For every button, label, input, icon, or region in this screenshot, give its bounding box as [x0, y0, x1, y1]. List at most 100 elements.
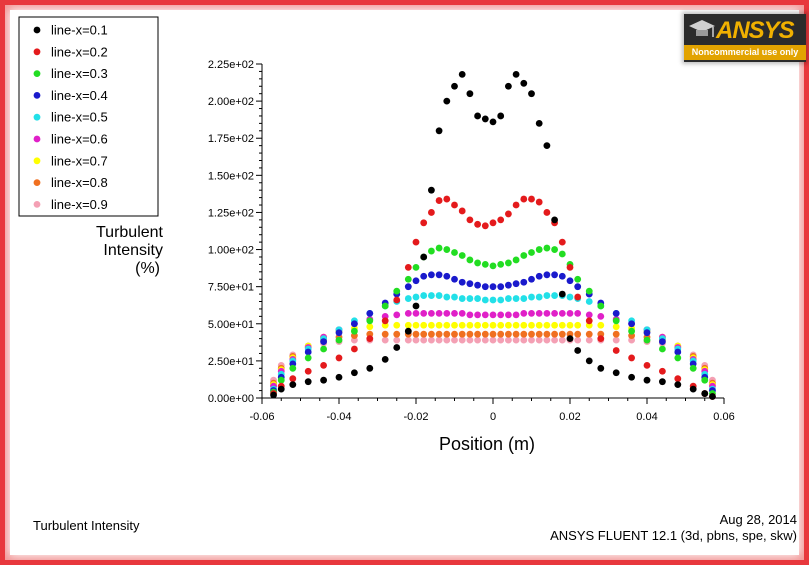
- data-point: [535, 198, 543, 206]
- data-point: [674, 375, 682, 383]
- data-point: [543, 244, 551, 252]
- data-point: [558, 336, 566, 344]
- data-point: [320, 376, 327, 384]
- data-point: [585, 317, 593, 325]
- data-point: [474, 112, 481, 120]
- data-point: [435, 321, 443, 329]
- data-point: [404, 295, 412, 302]
- data-point: [304, 354, 312, 362]
- data-point: [393, 321, 401, 329]
- data-point: [428, 321, 435, 329]
- data-point: [701, 376, 709, 384]
- data-point: [458, 309, 466, 317]
- data-point: [428, 309, 435, 317]
- data-point: [451, 275, 458, 283]
- legend-entry: line-x=0.9: [51, 197, 108, 212]
- data-point: [381, 336, 389, 344]
- data-point: [689, 385, 697, 393]
- data-point: [497, 261, 505, 268]
- data-point: [528, 330, 535, 338]
- data-point: [393, 311, 401, 319]
- data-point: [466, 295, 474, 302]
- data-point: [628, 327, 635, 335]
- data-point: [566, 309, 574, 317]
- data-point: [535, 293, 543, 301]
- data-point: [289, 364, 297, 372]
- x-axis-label: Position (m): [439, 434, 535, 454]
- data-point: [585, 287, 593, 295]
- data-point: [474, 220, 481, 228]
- data-point: [366, 309, 374, 317]
- data-point: [497, 216, 505, 224]
- data-point: [574, 275, 582, 283]
- legend-marker: [33, 113, 41, 121]
- data-point: [505, 336, 512, 344]
- data-point: [528, 90, 535, 98]
- data-point: [489, 118, 497, 126]
- data-point: [597, 321, 605, 329]
- data-point: [612, 309, 620, 317]
- data-point: [443, 246, 451, 253]
- y-tick-label: 2.25e+02: [208, 59, 254, 71]
- data-point: [466, 280, 474, 288]
- data-point: [335, 336, 343, 344]
- ansys-logo: ANSYS Noncommercial use only: [684, 14, 806, 62]
- data-point: [497, 321, 505, 329]
- data-point: [320, 338, 327, 345]
- data-point: [535, 321, 543, 329]
- data-point: [512, 295, 520, 302]
- axes: 0.00e+00 2.50e+01 5.00e+01 7.50e+01 1.00e+02…: [208, 59, 735, 423]
- data-point: [535, 309, 543, 317]
- data-point: [381, 356, 389, 363]
- data-point: [535, 246, 543, 253]
- data-point: [466, 256, 474, 264]
- data-point: [443, 272, 451, 280]
- data-point: [643, 361, 651, 369]
- data-point: [335, 373, 343, 381]
- data-point: [351, 327, 358, 335]
- graduation-cap-icon: [689, 20, 715, 37]
- data-point: [659, 345, 666, 353]
- data-point: [574, 336, 582, 344]
- data-point: [428, 209, 435, 216]
- y-axis-label-line-1: Turbulent: [96, 224, 164, 241]
- legend-entry: line-x=0.8: [51, 175, 108, 190]
- data-point: [574, 309, 582, 317]
- data-point: [566, 277, 574, 285]
- data-point: [566, 293, 574, 301]
- data-point: [366, 317, 374, 325]
- data-point: [543, 321, 551, 329]
- data-point: [551, 216, 558, 224]
- data-point: [404, 321, 412, 329]
- data-point: [612, 347, 620, 354]
- x-tick-label: -0.06: [249, 411, 274, 423]
- data-point: [466, 330, 474, 338]
- data-point: [497, 330, 505, 338]
- data-point: [528, 321, 535, 329]
- data-point: [304, 367, 312, 375]
- data-point: [481, 261, 489, 268]
- data-point: [304, 348, 312, 356]
- data-point: [512, 70, 520, 78]
- data-point: [474, 295, 481, 302]
- data-point: [558, 309, 566, 317]
- data-point: [543, 336, 551, 344]
- data-point: [497, 311, 505, 319]
- data-point: [520, 321, 528, 329]
- series-line-x=0.2: [270, 195, 716, 400]
- data-point: [612, 323, 620, 331]
- data-point: [489, 296, 497, 304]
- legend-entry: line-x=0.3: [51, 66, 108, 81]
- data-point: [481, 330, 489, 338]
- footer-software: ANSYS FLUENT 12.1 (3d, pbns, spe, skw): [550, 528, 797, 543]
- data-point: [428, 271, 435, 279]
- data-point: [543, 330, 551, 338]
- data-point: [351, 320, 358, 328]
- logo-subtitle: Noncommercial use only: [684, 45, 806, 60]
- data-point: [566, 335, 574, 343]
- x-tick-label: 0.06: [713, 411, 734, 423]
- data-point: [435, 309, 443, 317]
- data-point: [512, 336, 520, 344]
- legend-entry: line-x=0.5: [51, 110, 108, 125]
- data-point: [535, 336, 543, 344]
